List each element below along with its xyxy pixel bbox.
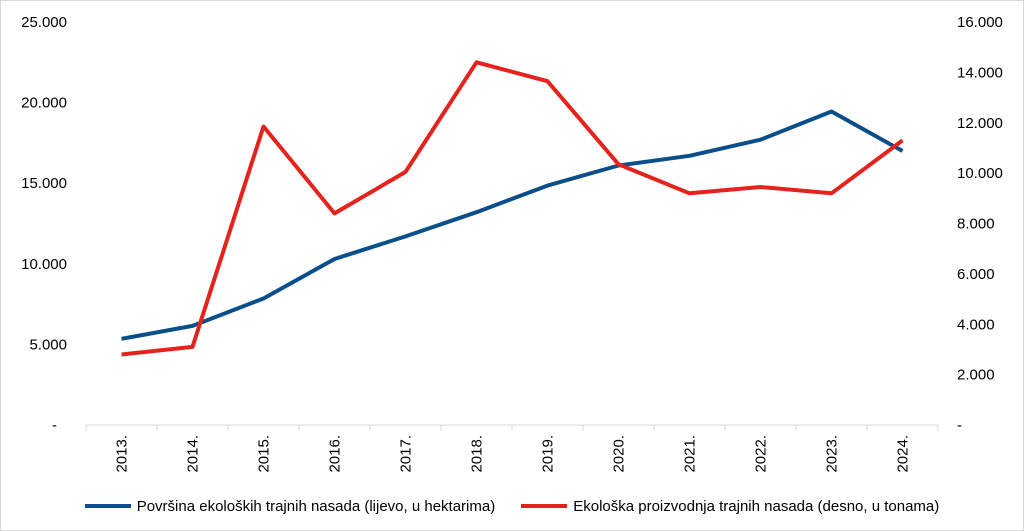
left-tick-label: 20.000 xyxy=(21,95,67,112)
series-lines xyxy=(121,60,904,357)
axes xyxy=(85,424,939,431)
x-tick-label: 2013. xyxy=(114,435,131,473)
right-tick-label: 16.000 xyxy=(957,14,1003,31)
right-axis-ticks: - 2.000 4.000 6.000 8.000 10.000 12.000 14.000 1… xyxy=(957,14,1003,434)
left-axis-ticks: - 5.000 10.000 15.000 20.000 25.000 xyxy=(21,14,67,434)
left-tick-label: 15.000 xyxy=(21,175,67,192)
x-tick-label: 2014. xyxy=(185,435,202,473)
legend-item-area: Površina ekoloških trajnih nasada (lijev… xyxy=(84,497,496,515)
series-line-area xyxy=(121,109,904,341)
legend-item-production: Ekološka proizvodnja trajnih nasada (des… xyxy=(521,498,939,515)
right-tick-label: 2.000 xyxy=(957,367,995,384)
series-line-production xyxy=(121,60,904,357)
legend-swatch-area xyxy=(84,504,131,508)
right-tick-label: 6.000 xyxy=(957,266,995,283)
right-tick-label: 10.000 xyxy=(957,165,1003,182)
x-tick-label: 2018. xyxy=(469,435,486,473)
right-tick-label: 14.000 xyxy=(957,64,1003,81)
left-tick-label: 10.000 xyxy=(21,256,67,273)
right-tick-label: - xyxy=(957,417,962,434)
x-tick-label: 2017. xyxy=(398,435,415,473)
x-tick-label: 2023. xyxy=(824,435,841,473)
x-tick-label: 2022. xyxy=(753,435,770,473)
left-tick-label: - xyxy=(52,417,57,434)
legend-label-area: Površina ekoloških trajnih nasada (lijev… xyxy=(136,497,496,515)
right-tick-label: 8.000 xyxy=(957,216,995,233)
left-tick-label: 25.000 xyxy=(21,14,67,31)
legend: Površina ekoloških trajnih nasada (lijev… xyxy=(0,492,1024,520)
x-tick-label: 2019. xyxy=(540,435,557,473)
right-tick-label: 12.000 xyxy=(957,115,1003,132)
x-axis-ticks: 2013. 2014. 2015. 2016. 2017. 2018. 2019. 2020.… xyxy=(114,435,912,473)
left-tick-label: 5.000 xyxy=(29,336,67,353)
legend-swatch-production xyxy=(521,504,568,508)
x-tick-label: 2016. xyxy=(327,435,344,473)
x-tick-label: 2015. xyxy=(256,435,273,473)
right-tick-label: 4.000 xyxy=(957,316,995,333)
x-tick-label: 2020. xyxy=(611,435,628,473)
legend-label-production: Ekološka proizvodnja trajnih nasada (des… xyxy=(573,497,940,515)
x-tick-label: 2024. xyxy=(895,435,912,473)
x-tick-label: 2021. xyxy=(682,435,699,473)
